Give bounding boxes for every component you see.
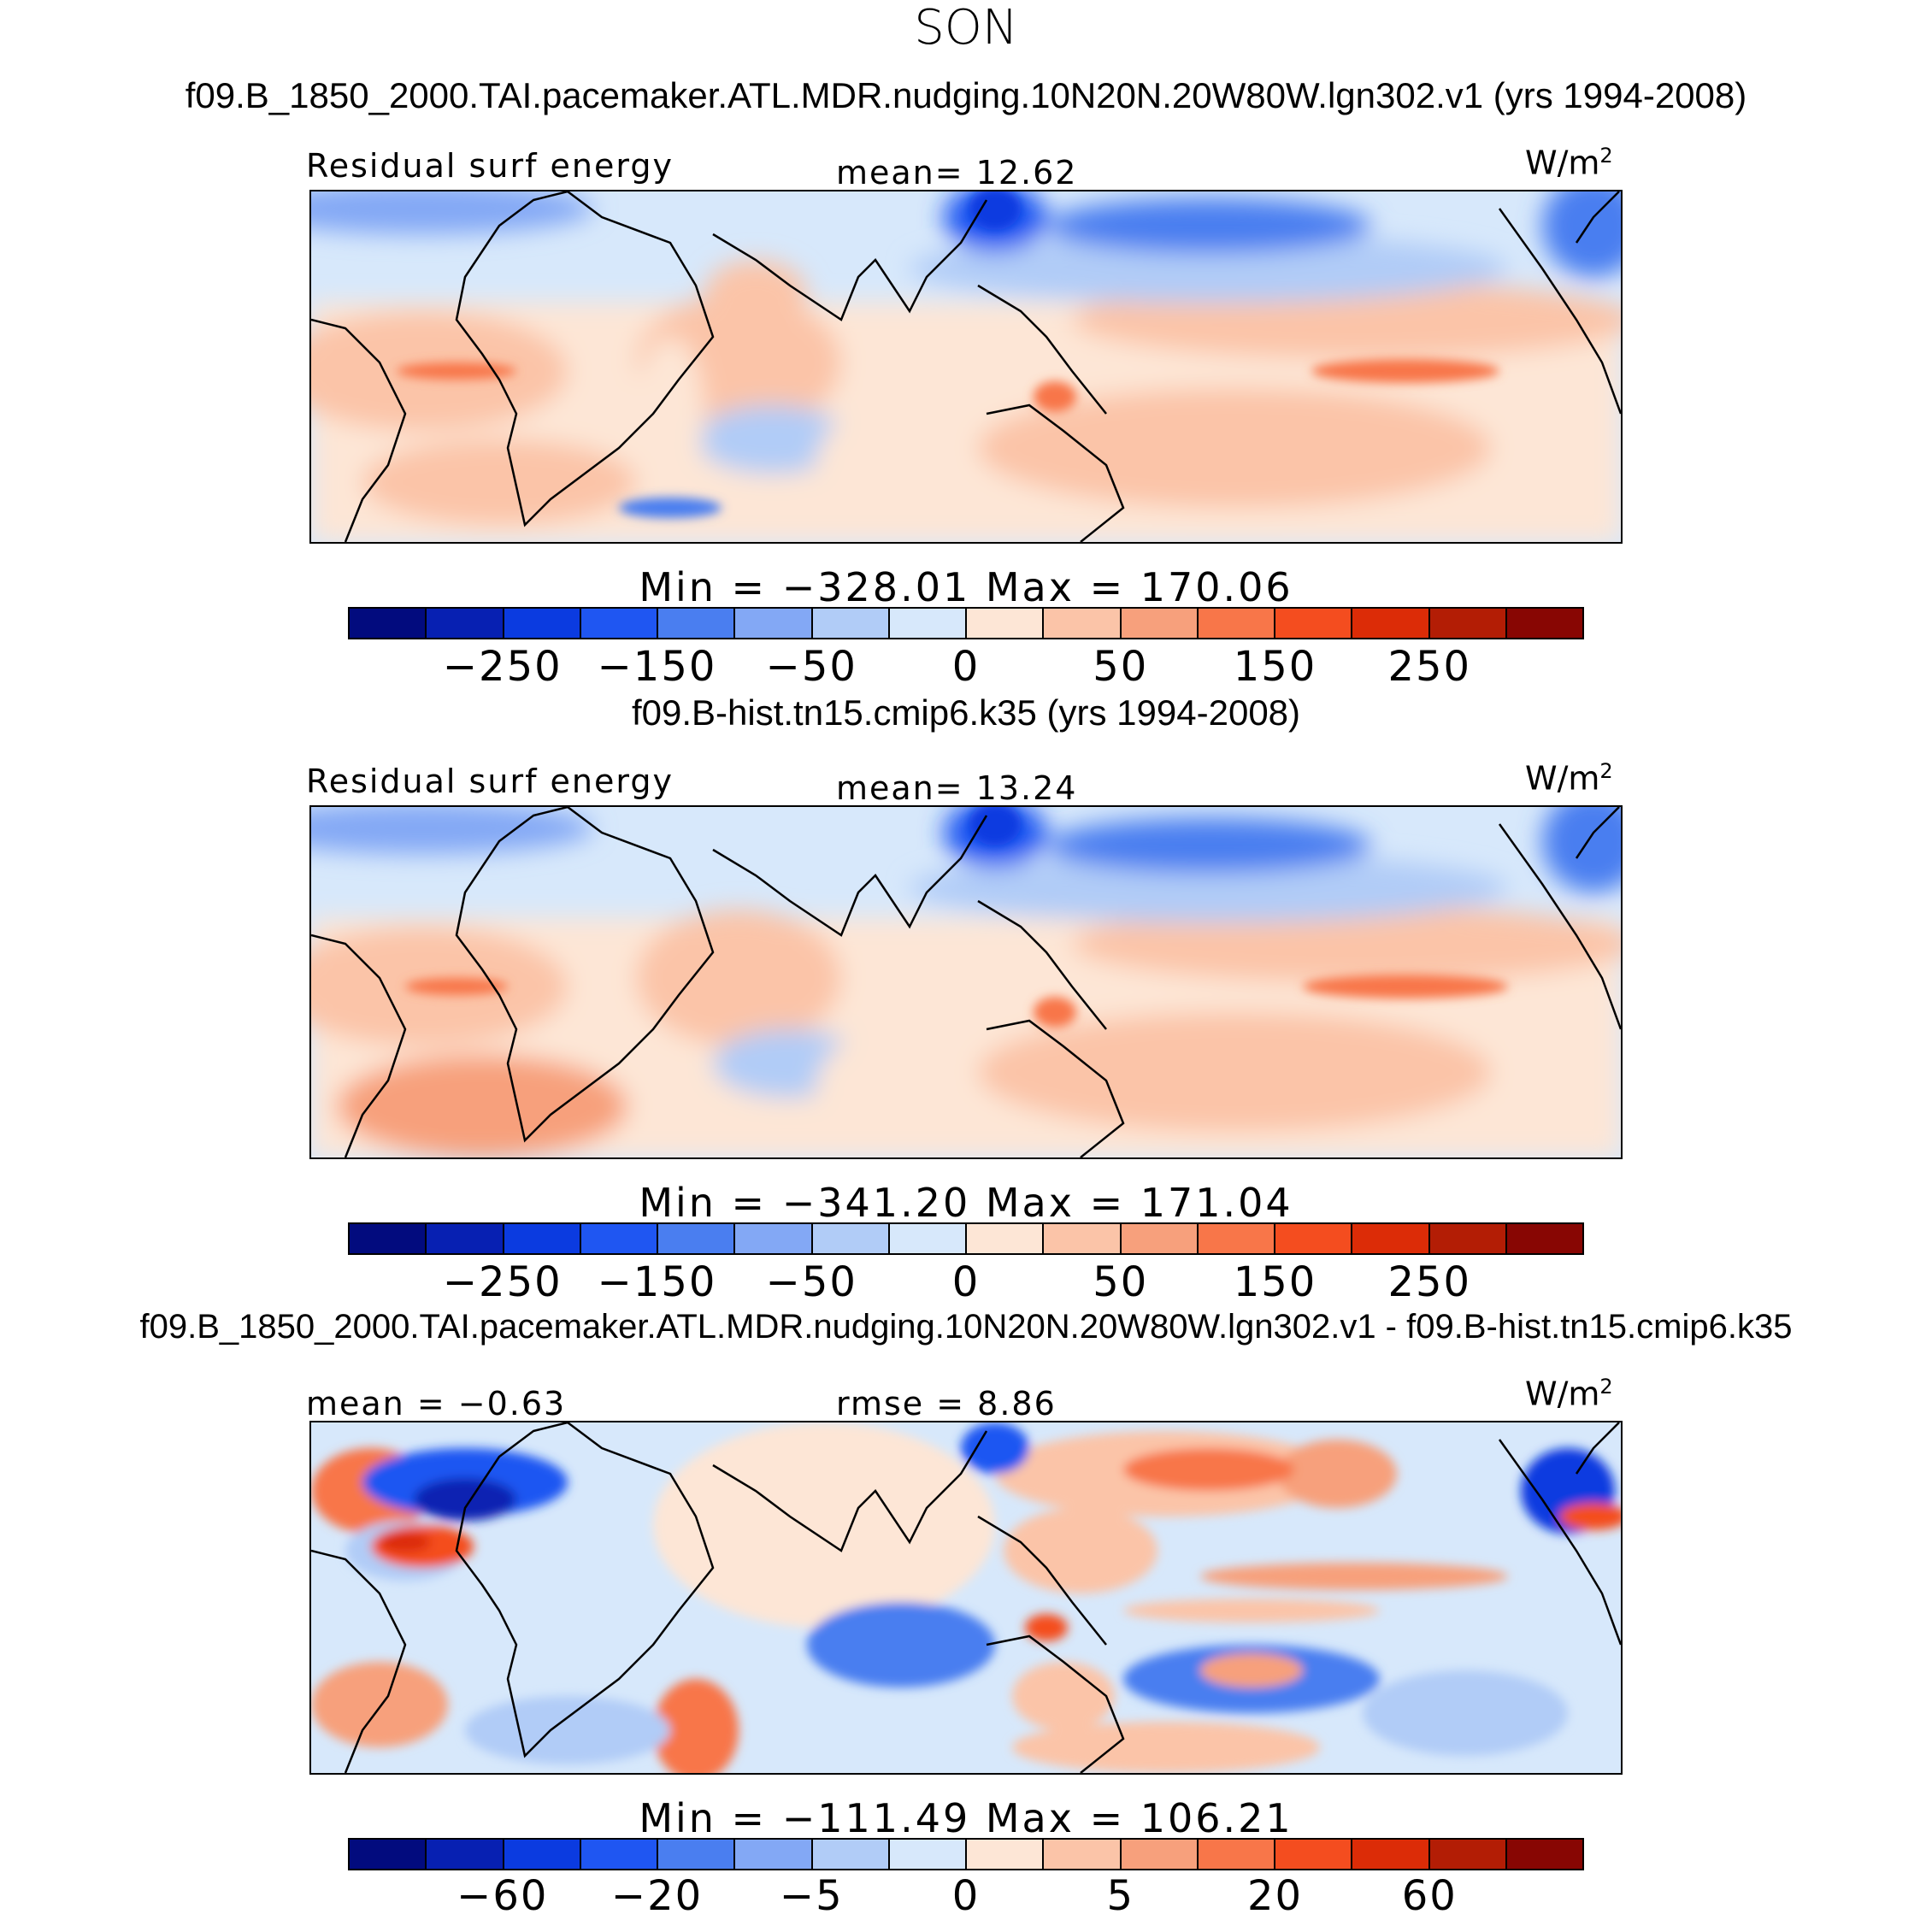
panel3-tick: 20: [1246, 1872, 1304, 1920]
colorbar-segment: [1275, 1224, 1353, 1253]
panel3-colorbar: [348, 1838, 1584, 1870]
panel3-tick: −60: [456, 1872, 549, 1920]
colorbar-segment: [812, 1224, 890, 1253]
colorbar-segment: [1044, 609, 1122, 638]
colorbar-segment: [812, 609, 890, 638]
colorbar-segment: [1275, 609, 1353, 638]
colorbar-segment: [1352, 609, 1430, 638]
colorbar-segment: [427, 609, 504, 638]
panel3-tick: −20: [610, 1872, 704, 1920]
colorbar-segment: [504, 1224, 581, 1253]
panel1-map-svg: [311, 191, 1621, 542]
panel1-tick: 150: [1233, 643, 1317, 691]
colorbar-segment: [658, 609, 736, 638]
colorbar-segment: [1198, 1224, 1275, 1253]
season-title: SON: [914, 0, 1018, 56]
colorbar-segment: [580, 1840, 658, 1869]
colorbar-segment: [580, 1224, 658, 1253]
colorbar-segment: [350, 1224, 427, 1253]
panel3-run-title: f09.B_1850_2000.TAI.pacemaker.ATL.MDR.nu…: [139, 1308, 1793, 1346]
panel2-tick: 50: [1093, 1258, 1149, 1306]
panel3-map: [309, 1421, 1623, 1775]
panel3-map-svg: [311, 1422, 1621, 1773]
panel3-tick: 60: [1401, 1872, 1458, 1920]
colorbar-segment: [1506, 1224, 1582, 1253]
panel2-map: [309, 805, 1623, 1159]
colorbar-segment: [1352, 1840, 1430, 1869]
colorbar-segment: [1198, 1840, 1275, 1869]
colorbar-segment: [1352, 1224, 1430, 1253]
colorbar-segment: [889, 1224, 967, 1253]
panel1-left-label: Residual surf energy: [306, 147, 674, 185]
panel1-map: [309, 190, 1623, 544]
colorbar-segment: [1429, 609, 1507, 638]
panel3-tick: −5: [779, 1872, 844, 1920]
colorbar-segment: [735, 1224, 813, 1253]
colorbar-segment: [812, 1840, 890, 1869]
panel2-tick: 250: [1387, 1258, 1472, 1306]
panel3-mean-label: mean = −0.63: [306, 1385, 567, 1422]
panel1-colorbar-ticks: −250 −150 −50 0 50 150 250: [348, 643, 1584, 691]
colorbar-segment: [1121, 1840, 1199, 1869]
colorbar-segment: [1429, 1840, 1507, 1869]
panel2-tick: 0: [951, 1258, 981, 1306]
panel2-units: W/m2: [1525, 759, 1613, 798]
colorbar-segment: [1506, 1840, 1582, 1869]
panel3-colorbar-ticks: −60 −20 −5 0 5 20 60: [348, 1872, 1584, 1920]
panel2-map-svg: [311, 807, 1621, 1157]
colorbar-segment: [504, 609, 581, 638]
panel1-tick: 250: [1387, 643, 1472, 691]
colorbar-segment: [1044, 1224, 1122, 1253]
panel2-left-label: Residual surf energy: [306, 763, 674, 800]
colorbar-segment: [658, 1840, 736, 1869]
panel1-colorbar: [348, 607, 1584, 639]
colorbar-segment: [1044, 1840, 1122, 1869]
colorbar-segment: [504, 1840, 581, 1869]
panel1-mean-label: mean= 12.62: [836, 154, 1078, 191]
colorbar-segment: [889, 1840, 967, 1869]
panel2-tick: −150: [597, 1258, 717, 1306]
panel2-tick: −50: [765, 1258, 857, 1306]
colorbar-segment: [735, 1840, 813, 1869]
panel2-tick: 150: [1233, 1258, 1317, 1306]
panel1-minmax: Min = −328.01 Max = 170.06: [639, 564, 1293, 610]
panel2-run-title: f09.B-hist.tn15.cmip6.k35 (yrs 1994-2008…: [631, 692, 1301, 733]
panel3-minmax: Min = −111.49 Max = 106.21: [639, 1795, 1293, 1841]
colorbar-segment: [889, 609, 967, 638]
colorbar-segment: [1506, 609, 1582, 638]
panel3-tick: 5: [1106, 1872, 1135, 1920]
panel1-tick: −150: [597, 643, 717, 691]
panel3-units: W/m2: [1525, 1375, 1613, 1413]
panel2-mean-label: mean= 13.24: [836, 769, 1078, 807]
colorbar-segment: [427, 1840, 504, 1869]
colorbar-segment: [427, 1224, 504, 1253]
panel2-tick: −250: [442, 1258, 563, 1306]
panel2-minmax: Min = −341.20 Max = 171.04: [639, 1180, 1293, 1226]
panel1-units: W/m2: [1525, 144, 1613, 182]
colorbar-segment: [1429, 1224, 1507, 1253]
colorbar-segment: [1121, 1224, 1199, 1253]
panel1-tick: −50: [765, 643, 857, 691]
colorbar-segment: [350, 1840, 427, 1869]
panel1-run-title: f09.B_1850_2000.TAI.pacemaker.ATL.MDR.nu…: [185, 75, 1747, 115]
colorbar-segment: [580, 609, 658, 638]
panel3-rmse-label: rmse = 8.86: [836, 1385, 1057, 1422]
panel2-colorbar-ticks: −250 −150 −50 0 50 150 250: [348, 1258, 1584, 1306]
colorbar-segment: [350, 609, 427, 638]
panel1-tick: 0: [951, 643, 981, 691]
colorbar-segment: [967, 1224, 1045, 1253]
colorbar-segment: [735, 609, 813, 638]
colorbar-segment: [658, 1224, 736, 1253]
colorbar-segment: [1275, 1840, 1353, 1869]
colorbar-segment: [967, 609, 1045, 638]
panel1-tick: −250: [442, 643, 563, 691]
colorbar-segment: [1121, 609, 1199, 638]
panel3-tick: 0: [951, 1872, 981, 1920]
colorbar-segment: [967, 1840, 1045, 1869]
panel2-colorbar: [348, 1222, 1584, 1255]
panel1-tick: 50: [1093, 643, 1149, 691]
colorbar-segment: [1198, 609, 1275, 638]
